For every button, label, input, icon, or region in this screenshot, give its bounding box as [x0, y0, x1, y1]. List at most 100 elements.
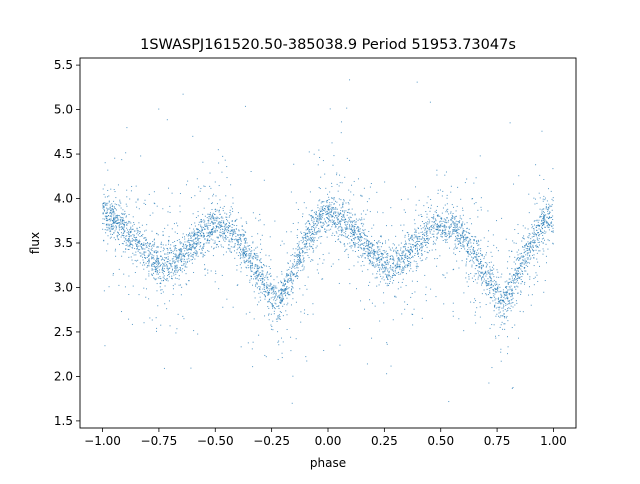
data-point	[533, 242, 535, 244]
data-point	[369, 254, 371, 256]
data-point	[296, 267, 298, 269]
data-point	[400, 242, 402, 244]
data-point	[164, 285, 166, 287]
data-point	[271, 304, 273, 306]
data-point	[333, 221, 335, 223]
data-point	[411, 244, 413, 246]
data-point	[393, 260, 395, 262]
data-point	[363, 233, 365, 235]
data-point	[550, 217, 552, 219]
data-point	[255, 247, 257, 249]
data-point	[460, 234, 461, 236]
data-point	[461, 226, 463, 228]
data-point	[260, 239, 262, 241]
data-point	[390, 268, 392, 270]
data-point	[506, 297, 508, 299]
data-point	[412, 243, 414, 245]
data-point	[249, 249, 251, 251]
data-point	[339, 222, 341, 224]
data-point	[373, 224, 375, 226]
data-point	[422, 237, 424, 239]
data-point	[167, 280, 169, 282]
data-point	[302, 251, 304, 253]
data-point	[308, 220, 310, 222]
data-point	[491, 286, 493, 288]
data-point	[421, 247, 423, 249]
data-point	[474, 240, 476, 242]
data-point	[289, 277, 291, 279]
data-point	[267, 306, 269, 308]
data-point	[218, 227, 220, 229]
data-point	[245, 255, 247, 257]
data-point	[153, 251, 155, 253]
data-point	[355, 221, 357, 223]
data-point	[116, 216, 118, 218]
data-point	[460, 227, 462, 229]
data-point	[381, 255, 383, 257]
data-point	[268, 292, 270, 294]
data-point	[542, 232, 544, 234]
data-point	[271, 288, 273, 290]
data-point	[489, 275, 491, 277]
data-point	[339, 212, 341, 214]
data-point	[501, 295, 503, 297]
data-point	[171, 228, 173, 230]
data-point	[380, 275, 382, 277]
data-point	[110, 215, 112, 217]
data-point	[213, 242, 215, 244]
data-point	[343, 199, 345, 201]
data-point	[250, 278, 252, 280]
data-point	[245, 238, 247, 240]
data-point	[443, 274, 445, 276]
data-point	[245, 250, 247, 252]
data-point	[177, 256, 179, 258]
data-point	[228, 240, 230, 242]
data-point	[286, 274, 288, 276]
data-point	[532, 250, 534, 252]
data-point	[113, 214, 115, 216]
data-point	[268, 314, 270, 316]
data-point	[478, 241, 480, 243]
data-point	[365, 242, 367, 244]
data-point	[129, 231, 131, 233]
data-point	[363, 238, 365, 240]
data-point	[104, 196, 106, 198]
data-point	[278, 317, 280, 319]
data-point	[288, 287, 290, 289]
data-point	[260, 243, 262, 245]
data-point	[179, 266, 181, 268]
data-point	[269, 236, 271, 238]
data-point	[527, 258, 529, 260]
data-point	[361, 219, 363, 221]
data-point	[178, 254, 180, 255]
data-point	[534, 224, 536, 226]
data-point	[230, 213, 232, 215]
data-point	[468, 274, 470, 276]
data-point	[474, 256, 476, 258]
data-point	[183, 260, 185, 262]
data-point	[212, 226, 214, 228]
data-point	[488, 272, 490, 274]
data-point	[521, 263, 523, 265]
data-point	[474, 273, 476, 275]
data-point	[459, 239, 461, 241]
data-point	[403, 269, 405, 271]
data-point	[117, 234, 119, 236]
data-point	[181, 264, 183, 266]
data-point	[457, 240, 459, 242]
data-point	[159, 264, 161, 266]
data-point	[124, 230, 126, 232]
data-point	[128, 222, 130, 224]
data-point	[299, 257, 301, 259]
data-point	[543, 215, 545, 217]
data-point	[109, 231, 111, 233]
data-point	[425, 235, 427, 237]
data-point	[239, 264, 241, 266]
data-point	[111, 226, 113, 228]
data-point	[231, 226, 233, 228]
data-point	[475, 253, 477, 255]
data-point	[351, 230, 353, 232]
data-point	[219, 229, 221, 231]
data-point	[196, 251, 198, 253]
data-point	[525, 260, 527, 262]
